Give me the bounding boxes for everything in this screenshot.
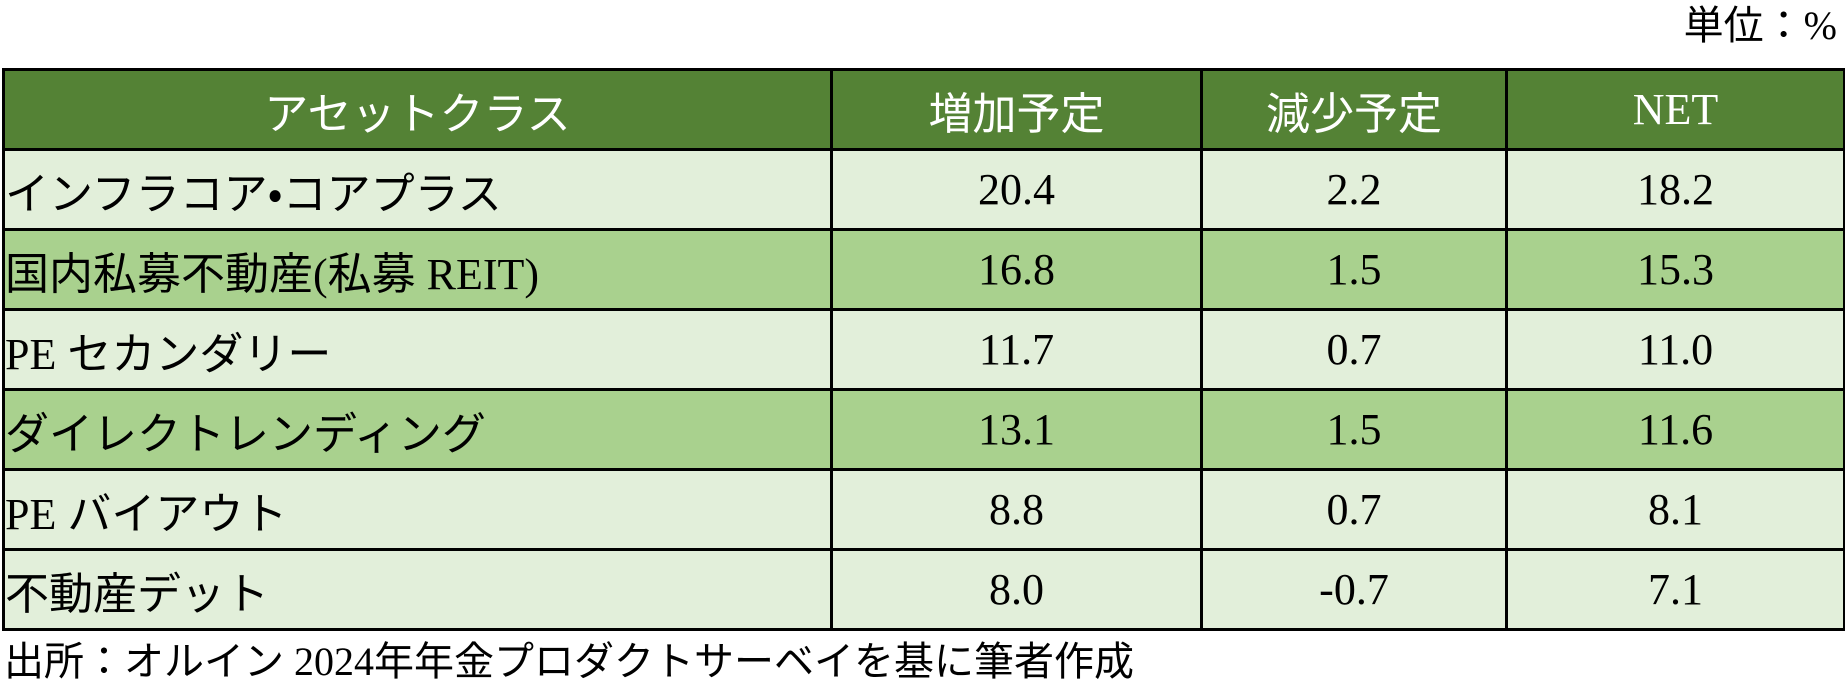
asset-class-table: アセットクラス 増加予定 減少予定 NET インフラコア・コアプラス 20.4 … (2, 68, 1845, 631)
source-note: 出所：オルイン 2024年年金プロダクトサーベイを基に筆者作成 (4, 639, 1134, 684)
table-row: 不動産デット 8.0 -0.7 7.1 (2, 548, 1845, 631)
row-label: PE バイアウト (2, 468, 833, 551)
cell-increase: 20.4 (830, 148, 1203, 231)
cell-increase: 11.7 (830, 308, 1203, 391)
cell-net: 11.6 (1505, 388, 1845, 471)
cell-decrease: 1.5 (1200, 388, 1508, 471)
header-cell-increase: 増加予定 (830, 68, 1203, 151)
cell-decrease: 0.7 (1200, 308, 1508, 391)
table-row: ダイレクトレンディング 13.1 1.5 11.6 (2, 388, 1845, 471)
header-cell-decrease: 減少予定 (1200, 68, 1508, 151)
cell-net: 7.1 (1505, 548, 1845, 631)
row-label: 不動産デット (2, 548, 833, 631)
header-cell-asset-class: アセットクラス (2, 68, 833, 151)
cell-increase: 16.8 (830, 228, 1203, 311)
cell-decrease: 0.7 (1200, 468, 1508, 551)
cell-net: 15.3 (1505, 228, 1845, 311)
row-label: PE セカンダリー (2, 308, 833, 391)
cell-net: 8.1 (1505, 468, 1845, 551)
table-row: PE バイアウト 8.8 0.7 8.1 (2, 468, 1845, 551)
header-cell-net: NET (1505, 68, 1845, 151)
unit-note: 単位：% (1683, 3, 1837, 48)
table-header-row: アセットクラス 増加予定 減少予定 NET (2, 68, 1845, 151)
cell-decrease: 1.5 (1200, 228, 1508, 311)
row-label: インフラコア・コアプラス (2, 148, 833, 231)
cell-decrease: 2.2 (1200, 148, 1508, 231)
table-row: インフラコア・コアプラス 20.4 2.2 18.2 (2, 148, 1845, 231)
row-label: 国内私募不動産(私募 REIT) (2, 228, 833, 311)
row-label: ダイレクトレンディング (2, 388, 833, 471)
cell-net: 11.0 (1505, 308, 1845, 391)
cell-increase: 8.0 (830, 548, 1203, 631)
cell-decrease: -0.7 (1200, 548, 1508, 631)
table-row: 国内私募不動産(私募 REIT) 16.8 1.5 15.3 (2, 228, 1845, 311)
cell-increase: 8.8 (830, 468, 1203, 551)
table-row: PE セカンダリー 11.7 0.7 11.0 (2, 308, 1845, 391)
cell-net: 18.2 (1505, 148, 1845, 231)
cell-increase: 13.1 (830, 388, 1203, 471)
